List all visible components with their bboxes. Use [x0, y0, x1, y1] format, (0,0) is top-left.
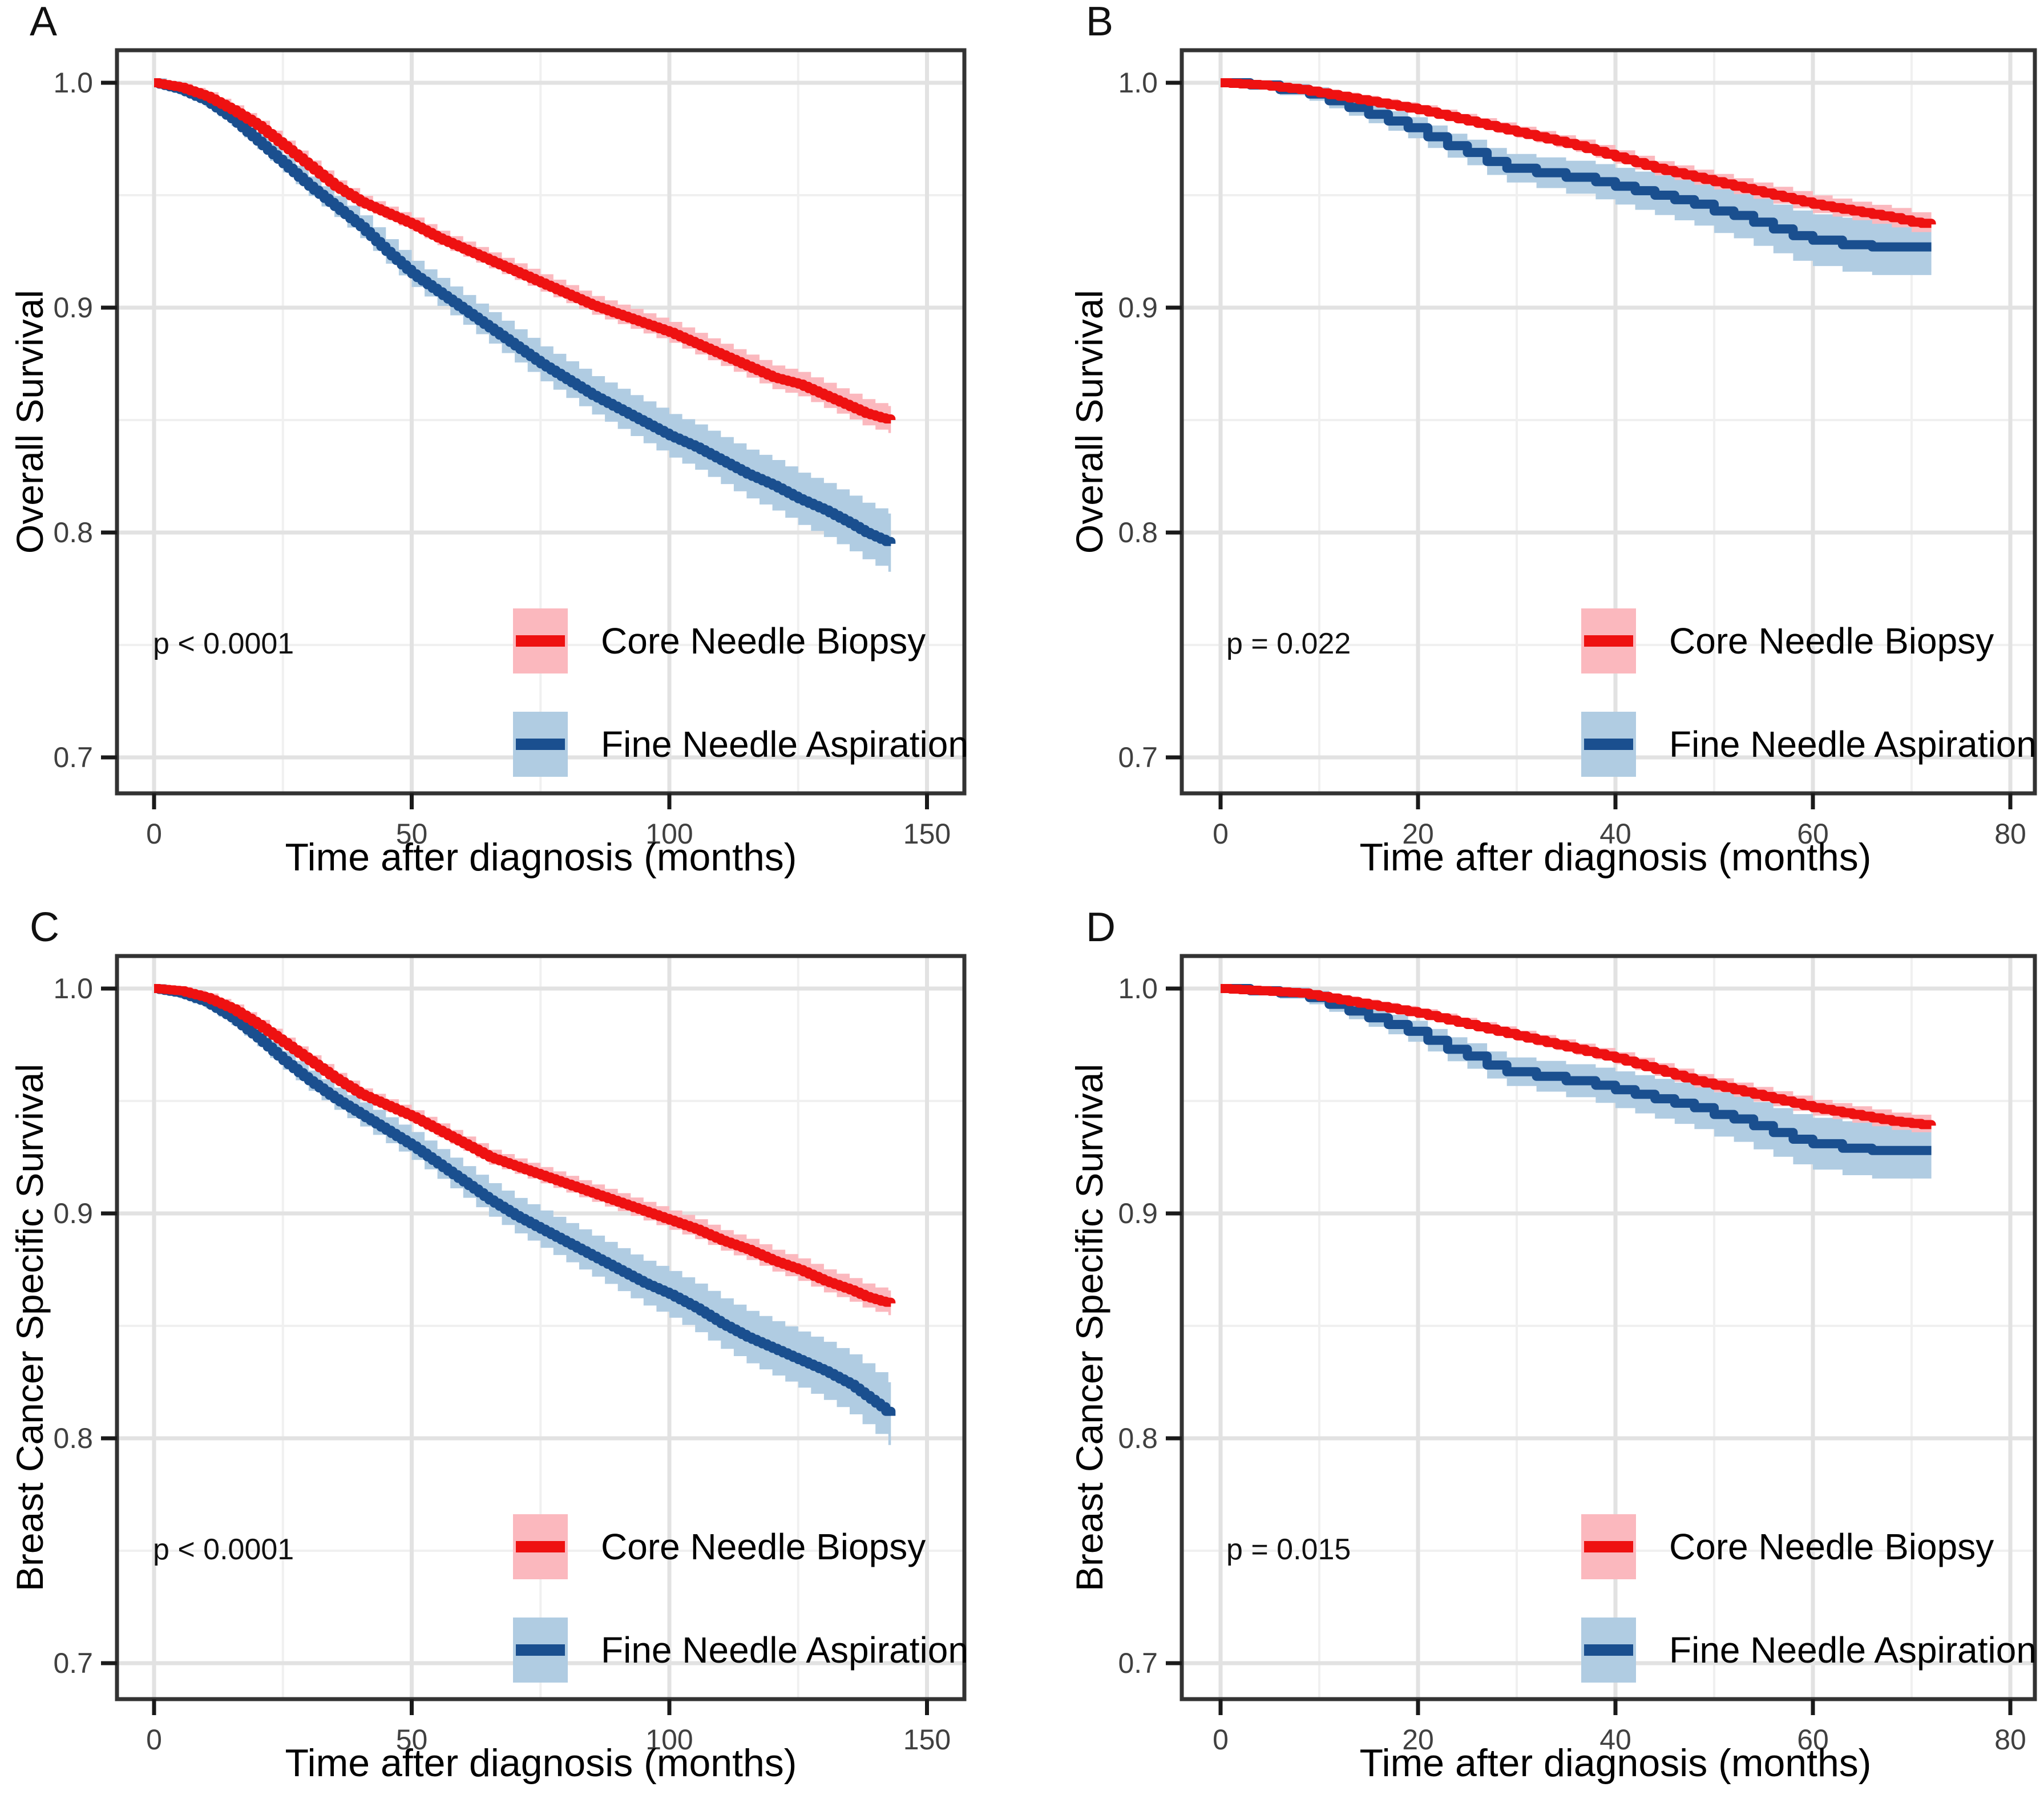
x-tick-label: 150: [903, 1724, 951, 1756]
x-tick-label: 60: [1797, 1724, 1829, 1756]
y-tick-label: 0.9: [53, 1197, 93, 1229]
cnb-legend-label: Core Needle Biopsy: [601, 620, 926, 662]
legend-entry-fine-needle-aspiration: Fine Needle Aspiration: [1581, 1618, 2037, 1683]
km-plot-c: 1.0 0.9 0.8 0.7 0 50 100 150: [53, 954, 967, 1756]
cnb-legend-label: Core Needle Biopsy: [601, 1526, 926, 1567]
legend-entry-fine-needle-aspiration: Fine Needle Aspiration: [513, 712, 968, 777]
km-curve-fine-needle-aspiration: [1221, 78, 1932, 252]
km-plot-d: 1.0 0.9 0.8 0.7 0 20 40 60 80: [1118, 954, 2037, 1756]
km-curve-fine-needle-aspiration: [154, 984, 896, 1416]
x-tick-label: 40: [1599, 1724, 1631, 1756]
km-curve-fine-needle-aspiration: [1221, 984, 1932, 1155]
y-tick-label: 1.0: [53, 973, 93, 1005]
km-curve-core-needle-biopsy: [154, 984, 896, 1307]
x-tick-label: 20: [1402, 1724, 1434, 1756]
fna-legend-swatch-icon: [1581, 712, 1636, 777]
x-axis-title: Time after diagnosis (months): [285, 1741, 797, 1785]
cnb-legend-swatch-icon: [1581, 1514, 1636, 1579]
x-tick-label: 60: [1797, 818, 1829, 850]
p-value-annotation: p < 0.0001: [153, 627, 294, 660]
x-axis-title: Time after diagnosis (months): [1359, 836, 1872, 879]
legend-entry-core-needle-biopsy: Core Needle Biopsy: [513, 1514, 926, 1579]
plot-border: [1179, 954, 2037, 1701]
x-tick-label: 150: [903, 818, 951, 850]
fna-legend-label: Fine Needle Aspiration: [1669, 724, 2037, 765]
cnb-legend-label: Core Needle Biopsy: [1669, 620, 1994, 662]
km-curve-core-needle-biopsy: [154, 78, 896, 423]
panel-letter: C: [30, 905, 59, 950]
y-tick-label: 0.8: [53, 517, 93, 548]
x-tick-label: 100: [645, 818, 693, 850]
y-tick-label: 0.7: [1118, 1647, 1158, 1679]
x-tick-label: 40: [1599, 818, 1631, 850]
ci-band-core-needle-biopsy: [1221, 80, 1932, 235]
x-tick-label: 0: [146, 1724, 162, 1756]
panel-overall-survival-long: 1.0 0.9 0.8 0.7 0 50 100 150 A Overall Survival…: [0, 0, 1022, 905]
x-tick-label: 0: [1213, 1724, 1229, 1756]
panel-bcss-short: 1.0 0.9 0.8 0.7 0 20 40 60 80 D Breast Cancer Sp…: [1022, 906, 2044, 1811]
fna-legend-label: Fine Needle Aspiration: [601, 724, 968, 765]
x-tick-label: 100: [645, 1724, 693, 1756]
y-tick-label: 0.9: [1118, 1197, 1158, 1229]
plot-border: [1179, 48, 2037, 796]
y-axis-title: Breast Cancer Specific Survival: [9, 1063, 51, 1592]
x-axis-title: Time after diagnosis (months): [285, 836, 797, 879]
y-axis-title: Breast Cancer Specific Survival: [1068, 1063, 1110, 1592]
p-value-annotation: p < 0.0001: [153, 1533, 294, 1566]
y-tick-label: 0.9: [53, 292, 93, 324]
p-value-annotation: p = 0.015: [1226, 1533, 1351, 1566]
fna-legend-swatch-icon: [513, 1618, 568, 1683]
y-tick-label: 0.9: [1118, 292, 1158, 324]
y-tick-label: 0.8: [1118, 1422, 1158, 1454]
cnb-legend-swatch-icon: [513, 1514, 568, 1579]
x-tick-label: 0: [1213, 818, 1229, 850]
km-curve-fine-needle-aspiration: [154, 78, 896, 546]
fna-legend-swatch-icon: [513, 712, 568, 777]
panel-letter: A: [30, 0, 58, 45]
x-tick-label: 20: [1402, 818, 1434, 850]
y-tick-label: 0.7: [1118, 741, 1158, 773]
legend-entry-fine-needle-aspiration: Fine Needle Aspiration: [1581, 712, 2037, 777]
legend-entry-core-needle-biopsy: Core Needle Biopsy: [513, 608, 926, 673]
y-axis-title: Overall Survival: [9, 289, 51, 554]
y-tick-label: 0.8: [1118, 517, 1158, 548]
y-tick-label: 0.7: [53, 1647, 93, 1679]
x-axis-title: Time after diagnosis (months): [1359, 1741, 1872, 1785]
panel-letter: B: [1086, 0, 1114, 45]
x-tick-label: 50: [396, 1724, 428, 1756]
panel-letter: D: [1086, 905, 1116, 950]
y-tick-label: 1.0: [53, 67, 93, 99]
km-curve-core-needle-biopsy: [1221, 78, 1936, 228]
panel-bcss-long: 1.0 0.9 0.8 0.7 0 50 100 150 C Breast Cancer Sp…: [0, 906, 1022, 1811]
p-value-annotation: p = 0.022: [1226, 627, 1351, 660]
x-tick-label: 0: [146, 818, 162, 850]
y-tick-label: 1.0: [1118, 67, 1158, 99]
panel-overall-survival-short: 1.0 0.9 0.8 0.7 0 20 40 60 80 B Overall Survival…: [1022, 0, 2044, 905]
x-tick-label: 50: [396, 818, 428, 850]
y-axis-title: Overall Survival: [1068, 289, 1110, 554]
cnb-legend-swatch-icon: [1581, 608, 1636, 673]
km-curve-core-needle-biopsy: [1221, 984, 1936, 1130]
cnb-legend-label: Core Needle Biopsy: [1669, 1526, 1994, 1567]
y-tick-label: 0.7: [53, 741, 93, 773]
x-tick-label: 80: [1994, 1724, 2026, 1756]
y-tick-label: 1.0: [1118, 973, 1158, 1005]
fna-legend-label: Fine Needle Aspiration: [601, 1630, 968, 1671]
legend-entry-core-needle-biopsy: Core Needle Biopsy: [1581, 1514, 1994, 1579]
legend-entry-fine-needle-aspiration: Fine Needle Aspiration: [513, 1618, 968, 1683]
km-plot-b: 1.0 0.9 0.8 0.7 0 20 40 60 80: [1118, 48, 2037, 850]
fna-legend-swatch-icon: [1581, 1618, 1636, 1683]
y-tick-label: 0.8: [53, 1422, 93, 1454]
legend-entry-core-needle-biopsy: Core Needle Biopsy: [1581, 608, 1994, 673]
cnb-legend-swatch-icon: [513, 608, 568, 673]
plot-border: [115, 954, 967, 1701]
km-plot-a: 1.0 0.9 0.8 0.7 0 50 100 150: [53, 48, 967, 850]
fna-legend-label: Fine Needle Aspiration: [1669, 1630, 2037, 1671]
plot-border: [115, 48, 967, 796]
x-tick-label: 80: [1994, 818, 2026, 850]
